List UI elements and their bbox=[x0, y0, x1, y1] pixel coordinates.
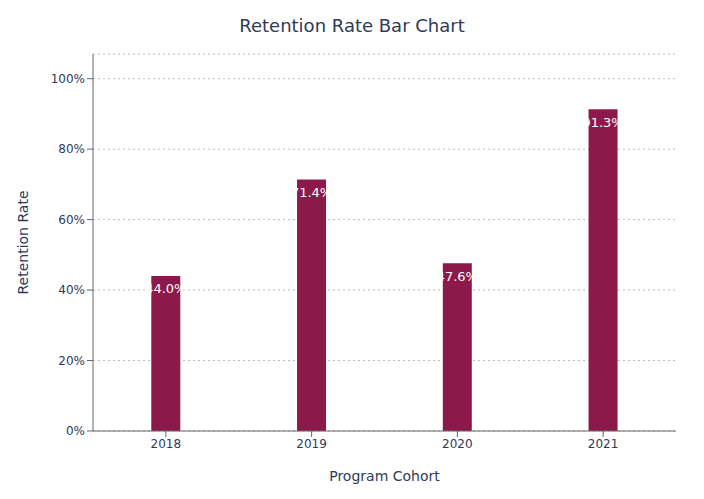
svg-text:2019: 2019 bbox=[296, 437, 327, 451]
svg-text:100%: 100% bbox=[51, 72, 85, 86]
svg-text:Program Cohort: Program Cohort bbox=[329, 468, 440, 484]
svg-text:60%: 60% bbox=[58, 213, 85, 227]
svg-text:2021: 2021 bbox=[588, 437, 619, 451]
svg-text:80%: 80% bbox=[58, 142, 85, 156]
svg-text:20%: 20% bbox=[58, 354, 85, 368]
svg-text:2020: 2020 bbox=[442, 437, 473, 451]
html-text:Retention Rate Bar Chart: Retention Rate Bar Chart bbox=[239, 15, 465, 36]
svg-text:0%: 0% bbox=[66, 424, 85, 438]
svg-text:44.0%: 44.0% bbox=[145, 281, 186, 296]
svg-text:47.6%: 47.6% bbox=[437, 269, 478, 284]
svg-text:91.3%: 91.3% bbox=[582, 115, 623, 130]
svg-text:Retention Rate: Retention Rate bbox=[15, 190, 31, 294]
svg-text:2018: 2018 bbox=[151, 437, 182, 451]
svg-text:71.4%: 71.4% bbox=[291, 185, 332, 200]
svg-text:40%: 40% bbox=[58, 283, 85, 297]
